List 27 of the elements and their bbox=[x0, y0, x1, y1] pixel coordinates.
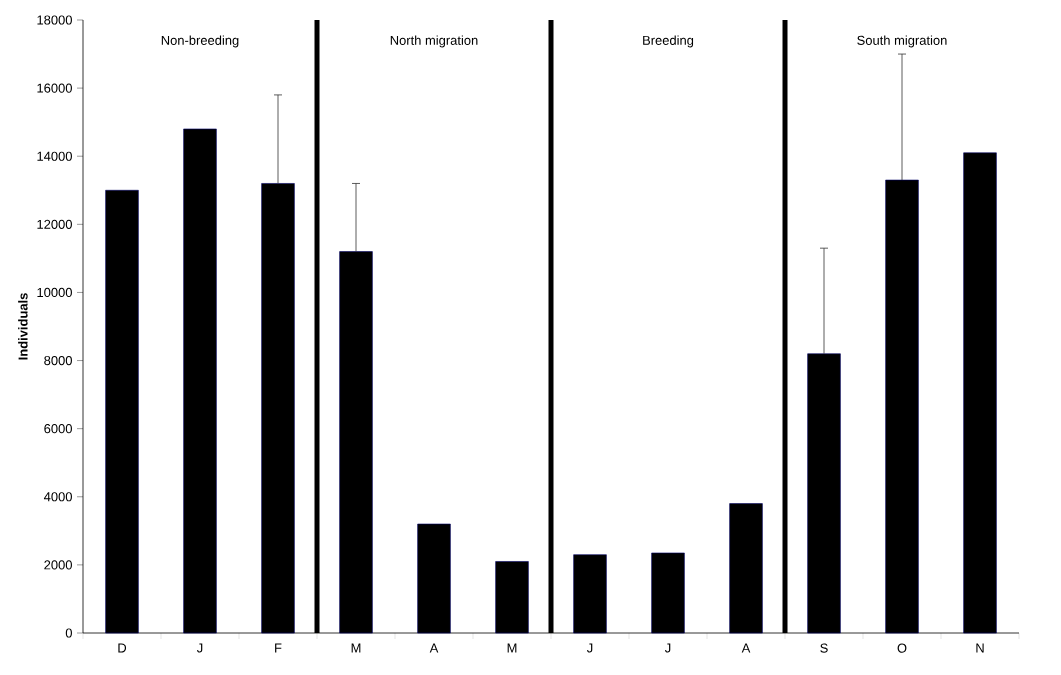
y-tick-label: 18000 bbox=[37, 15, 72, 25]
y-tick-label: 0 bbox=[65, 628, 72, 638]
y-tick-label: 6000 bbox=[44, 424, 72, 434]
y-tick-label: 12000 bbox=[37, 219, 72, 229]
x-tick-label: M bbox=[507, 643, 517, 653]
x-tick-label: N bbox=[976, 643, 984, 653]
annotation: South migration bbox=[857, 35, 947, 48]
annotation: Non-breeding bbox=[161, 35, 239, 48]
x-tick-label: J bbox=[196, 643, 203, 653]
x-tick-label: D bbox=[118, 643, 127, 653]
y-axis-title: Individuals bbox=[18, 293, 28, 360]
y-tick-label: 8000 bbox=[44, 355, 72, 366]
x-tick-label: O bbox=[897, 643, 907, 653]
x-tick-label: S bbox=[820, 643, 828, 653]
annotation: Breeding bbox=[643, 35, 694, 48]
y-tick-label: 10000 bbox=[37, 287, 72, 298]
x-tick-label: M bbox=[351, 643, 361, 653]
x-tick-label: J bbox=[586, 643, 593, 653]
y-tick-label: 16000 bbox=[37, 83, 72, 93]
y-tick-label: 2000 bbox=[44, 560, 72, 570]
annotation: North migration bbox=[390, 35, 478, 48]
x-tick-label: A bbox=[429, 643, 439, 653]
x-tick-label: F bbox=[275, 643, 282, 653]
x-tick-label: J bbox=[664, 643, 671, 653]
x-tick-label: A bbox=[741, 643, 751, 653]
y-tick-label: 14000 bbox=[37, 151, 72, 161]
y-tick-label: 4000 bbox=[43, 492, 72, 502]
